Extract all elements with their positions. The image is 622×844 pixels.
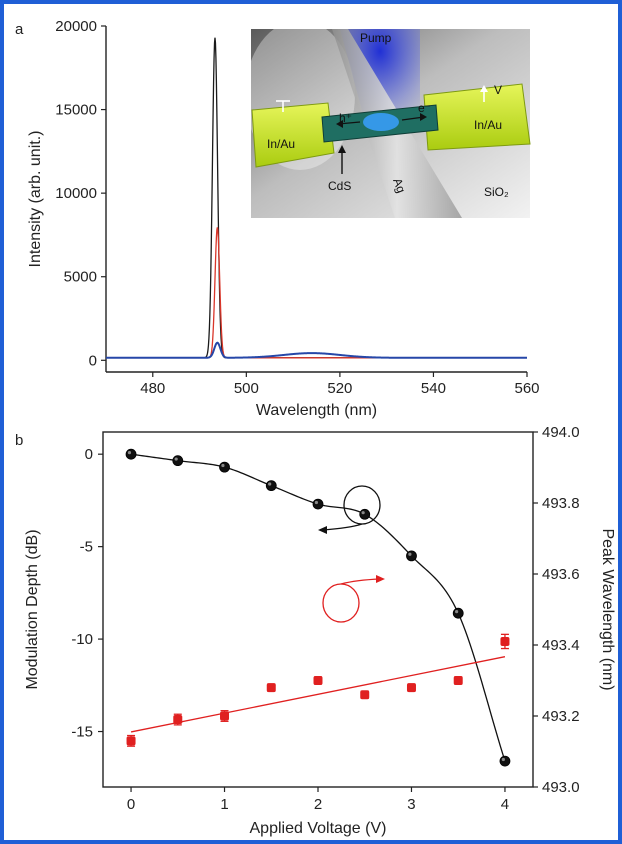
- voltage-label: V: [494, 83, 502, 97]
- panel-b-right-y-tick-label: 493.8: [542, 495, 580, 512]
- modulation-depth-point: [219, 461, 230, 473]
- panel-a-x-tick-label: 520: [327, 380, 352, 397]
- panel-a-y-tick-label: 0: [89, 352, 97, 369]
- panel-b-right-y-tick-label: 493.0: [542, 779, 580, 796]
- modulation-depth-point-shine: [314, 500, 318, 505]
- pump-label: Pump: [360, 31, 392, 45]
- peak-wavelength-point: [406, 683, 416, 693]
- modulation-depth-point: [265, 480, 277, 492]
- hole-arrowhead: [336, 120, 343, 128]
- panel-b-left-y-axis-label: Modulation Depth (dB): [24, 529, 41, 689]
- panel-b-annotations: [318, 485, 385, 623]
- peak-wavelength-point: [453, 676, 463, 685]
- peak-wavelength-point: [500, 636, 510, 646]
- peak-wavelength-point: [220, 711, 230, 721]
- peak-wavelength-point: [173, 715, 183, 725]
- panel-b-left-y-tick-label: 0: [85, 446, 93, 463]
- panel-a: a Pump V In/Au In/Au h⁺ e⁻: [15, 18, 540, 419]
- panel-b-x-tick-label: 1: [220, 796, 228, 813]
- panel-b-right-y-axis-label: Peak Wavelength (nm): [599, 528, 616, 690]
- substrate-label: SiO₂: [484, 185, 509, 199]
- panel-a-y-axis-label: Intensity (arb. unit.): [27, 131, 44, 268]
- panel-a-x-tick-label: 480: [140, 380, 165, 397]
- panel-a-x-tick-label: 540: [421, 380, 446, 397]
- panel-b-right-y-tick-label: 493.2: [542, 708, 580, 725]
- panel-a-y-tick-label: 20000: [55, 18, 97, 35]
- cds-pointer-head: [338, 145, 346, 153]
- panel-b-right-y-tick-label: 493.6: [542, 566, 580, 583]
- modulation-depth-point: [359, 508, 371, 520]
- red-series-arrowhead: [376, 575, 385, 583]
- panel-a-label: a: [15, 21, 24, 38]
- panel-a-x-tick-label: 500: [234, 380, 259, 397]
- panel-a-y-tick-label: 15000: [55, 102, 97, 119]
- panel-b-left-y-tick-label: -15: [71, 724, 93, 741]
- panel-b-label: b: [15, 432, 23, 449]
- panel-b-right-y-tick-label: 494.0: [542, 424, 580, 441]
- right-contact-label: In/Au: [474, 118, 502, 132]
- modulation-depth-point-shine: [127, 450, 132, 455]
- modulation-depth-point: [125, 448, 137, 460]
- left-contact-label: In/Au: [267, 137, 295, 151]
- panel-b-series: [125, 448, 511, 767]
- left-contact: [251, 102, 335, 168]
- red-series-arrow: [340, 578, 381, 585]
- panel-a-x-tick-label: 560: [514, 380, 539, 397]
- panel-b-axes: 0 1 2 3 4 0 -5 -10 -15 493.0 493.2 493.4 493.6 493.8 4…: [71, 424, 579, 813]
- silver-label: Ag: [390, 176, 408, 195]
- panel-a-x-axis-label: Wavelength (nm): [256, 402, 377, 419]
- modulation-depth-point: [406, 550, 417, 562]
- peak-wavelength-point: [313, 676, 323, 685]
- hole-label: h⁺: [339, 111, 352, 125]
- panel-a-spectrum-line: [106, 227, 527, 359]
- panel-a-spectrum-line: [106, 341, 527, 359]
- red-series-circle: [322, 583, 360, 623]
- black-series-arrowhead: [318, 526, 327, 534]
- panel-b-plot-frame: [102, 431, 534, 788]
- modulation-depth-point-shine: [174, 457, 178, 461]
- peak-wavelength-point: [126, 736, 136, 746]
- panel-b: b 0 1 2 3 4 0 -5 -10 -15 493.0 493.2 493.4 493.6 493.…: [15, 424, 616, 837]
- panel-b-x-tick-label: 4: [501, 796, 509, 813]
- panel-b-x-tick-label: 2: [314, 796, 322, 813]
- peak-wavelength-point: [360, 690, 370, 700]
- electron-arrowhead: [420, 113, 427, 121]
- modulation-depth-point: [312, 498, 324, 510]
- panel-a-y-tick-label: 5000: [64, 269, 97, 286]
- device-inset: Pump V In/Au In/Au h⁺ e⁻ CdS Ag SiO₂: [245, 20, 531, 218]
- modulation-depth-point-shine: [221, 463, 225, 468]
- modulation-depth-point: [499, 755, 511, 767]
- modulation-depth-point: [452, 607, 464, 619]
- modulation-depth-point-shine: [361, 511, 365, 515]
- cds-label: CdS: [328, 179, 351, 193]
- panel-a-axes: 480 500 520 540 560 0 5000 10000 15000 20000: [55, 18, 539, 397]
- panel-a-y-tick-label: 10000: [55, 185, 97, 202]
- peak-wavelength-point: [266, 683, 276, 693]
- panel-b-left-y-tick-label: -5: [80, 539, 93, 556]
- panel-b-x-axis-label: Applied Voltage (V): [250, 820, 387, 837]
- modulation-depth-point: [172, 455, 184, 467]
- modulation-depth-point-shine: [501, 757, 505, 762]
- black-series-arrow: [321, 523, 363, 531]
- panel-b-x-tick-label: 0: [127, 796, 135, 813]
- modulation-depth-point-shine: [408, 552, 412, 556]
- peak-wavelength-fit-line: [130, 656, 506, 733]
- right-contact: [423, 83, 531, 151]
- electron-label: e⁻: [418, 101, 431, 115]
- panel-b-x-tick-label: 3: [407, 796, 415, 813]
- panel-b-left-y-tick-label: -10: [71, 631, 93, 648]
- panel-b-right-y-tick-label: 493.4: [542, 637, 580, 654]
- voltage-arrowhead: [480, 85, 488, 92]
- modulation-depth-point-shine: [455, 609, 459, 614]
- modulation-depth-point-shine: [268, 482, 272, 486]
- emission-spot: [363, 113, 399, 131]
- panel-a-series: [106, 37, 527, 359]
